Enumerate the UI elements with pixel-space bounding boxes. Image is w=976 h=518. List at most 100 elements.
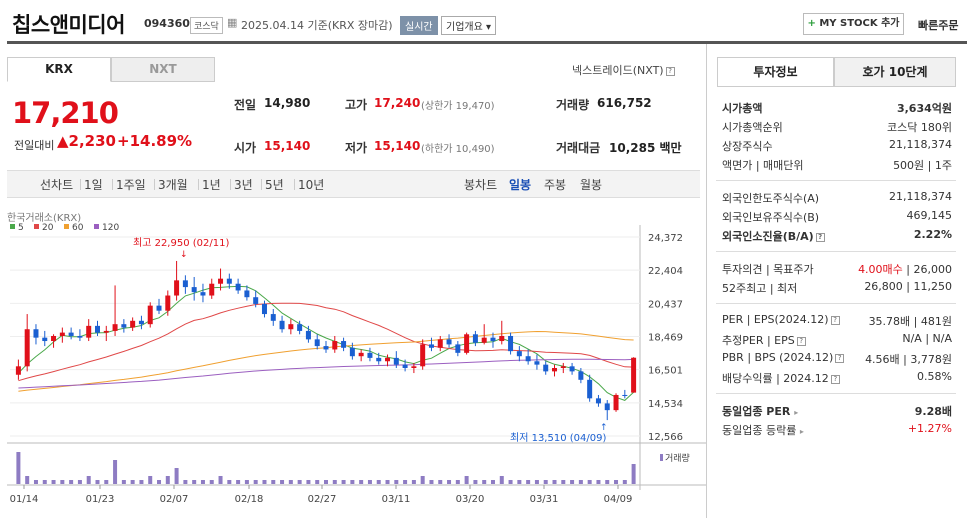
candle-body xyxy=(323,346,329,350)
candle-body xyxy=(385,357,391,362)
realtime-button[interactable]: 실시간 xyxy=(400,16,438,35)
foreign-ratio-label-wrap: 외국인소진율(B/A)? xyxy=(722,228,825,244)
y-tick-label: 16,501 xyxy=(648,366,683,377)
current-price: 17,210 xyxy=(12,96,119,130)
info-icon: ? xyxy=(665,67,675,76)
candle-body xyxy=(376,357,382,362)
x-tick-label: 03/20 xyxy=(456,494,485,505)
chart-tab-6[interactable]: 5년 xyxy=(265,178,284,192)
volume-bar xyxy=(614,480,619,484)
pbr-value: 4.56배 | 3,778원 xyxy=(865,353,952,366)
candle-body xyxy=(622,394,628,396)
chart-tab-4[interactable]: 1년 xyxy=(202,178,221,192)
candle-tab-1[interactable]: 일봉 xyxy=(509,178,532,192)
opinion-label: 투자의견 | 목표주가 xyxy=(722,263,814,276)
chart-tab-7[interactable]: 10년 xyxy=(298,178,325,192)
market-cap-label: 시가총액 xyxy=(722,102,763,115)
pbr-label-wrap: PBR | BPS (2024.12)? xyxy=(722,351,845,364)
candle-body xyxy=(51,335,57,342)
x-tick-label: 04/09 xyxy=(604,494,633,505)
tab-hoga[interactable]: 호가 10단계 xyxy=(834,57,956,87)
nextrade-label: 넥스트레이드(NXT) xyxy=(572,64,664,77)
plus-icon: + xyxy=(807,18,816,29)
y-tick-label: 24,372 xyxy=(648,233,683,244)
chart-tab-2[interactable]: 1주일 xyxy=(116,178,146,192)
chart-tab-3[interactable]: 3개월 xyxy=(158,178,188,192)
divider xyxy=(716,251,956,252)
volume-label: 거래량 xyxy=(556,98,590,112)
candle-tab-2[interactable]: 주봉 xyxy=(544,178,567,192)
candle-body xyxy=(209,283,215,296)
volume-bar xyxy=(227,480,232,484)
volume-bar xyxy=(42,480,47,484)
low-annotation: 최저 13,510 (04/09) xyxy=(510,432,606,444)
opinion-value: 4.00매수 xyxy=(858,263,903,276)
candle-body xyxy=(508,335,514,352)
chevron-down-icon: ▾ xyxy=(486,22,492,33)
ma-line-20 xyxy=(18,302,634,382)
shares-label: 상장주식수 xyxy=(722,140,773,153)
chart-source: 한국거래소(KRX) xyxy=(7,212,81,224)
chart-tab-1[interactable]: 1일 xyxy=(84,178,103,192)
row-foreign-ratio: 외국인소진율(B/A)? 2.22% xyxy=(722,226,952,245)
per-label-wrap: PER | EPS(2024.12)? xyxy=(722,313,840,326)
y-tick-label: 18,469 xyxy=(648,333,683,344)
prev-value: 14,980 xyxy=(264,96,311,110)
row-industry-rate[interactable]: 동일업종 등락률 ▸ +1.27% xyxy=(722,420,952,439)
volume-bar xyxy=(631,464,636,484)
candle-body xyxy=(288,324,294,330)
open-value: 15,140 xyxy=(264,139,311,153)
volume-bar xyxy=(464,476,469,484)
company-overview-button[interactable]: 기업개요 ▾ xyxy=(441,16,497,35)
candle-body xyxy=(341,341,347,348)
info-icon[interactable]: ? xyxy=(796,337,806,346)
chart-tab-5[interactable]: 3년 xyxy=(234,178,253,192)
x-tick-label: 01/23 xyxy=(86,494,115,505)
info-icon[interactable]: ? xyxy=(815,233,825,242)
candle-body xyxy=(481,337,487,343)
candle-tab-3[interactable]: 월봉 xyxy=(580,178,603,192)
tab-nxt[interactable]: NXT xyxy=(111,57,215,82)
legend-swatch xyxy=(34,224,39,229)
info-icon[interactable]: ? xyxy=(830,316,840,325)
prev-label: 전일 xyxy=(234,98,257,112)
tab-separator xyxy=(261,179,262,190)
quick-order-button[interactable]: 빠른주문 xyxy=(918,19,959,32)
volume-bar xyxy=(429,480,434,484)
info-icon[interactable]: ? xyxy=(830,375,840,384)
row-industry-per[interactable]: 동일업종 PER ▸ 9.28배 xyxy=(722,401,952,420)
volume-bar xyxy=(420,476,425,484)
row-dividend: 배당수익률 | 2024.12? 0.58% xyxy=(722,368,952,387)
stock-chart[interactable]: 한국거래소(KRX)5 20 60 120 24,372 22,404 20,437 18,4… xyxy=(0,200,706,518)
market-cap-value: 3,634억원 xyxy=(896,102,952,115)
row-pbr: PBR | BPS (2024.12)? 4.56배 | 3,778원 xyxy=(722,349,952,368)
mystock-label: MY STOCK 추가 xyxy=(819,18,900,29)
volume-bar xyxy=(218,476,223,484)
candle-body xyxy=(402,364,408,369)
legend-swatch xyxy=(64,224,69,229)
volume-bar xyxy=(60,480,65,484)
tab-krx[interactable]: KRX xyxy=(7,57,111,82)
nextrade-link[interactable]: 넥스트레이드(NXT)? xyxy=(572,62,675,78)
volume-legend: 거래량 xyxy=(665,452,690,464)
mystock-add-button[interactable]: + MY STOCK 추가 xyxy=(803,13,904,35)
volume-bar xyxy=(578,480,583,484)
volume-bar xyxy=(499,476,504,484)
info-icon[interactable]: ? xyxy=(835,354,845,363)
candle-body xyxy=(24,329,30,367)
chevron-right-icon: ▸ xyxy=(799,427,804,436)
x-tick-label: 02/27 xyxy=(308,494,337,505)
foreign-hold-value: 469,145 xyxy=(906,209,953,222)
volume-bar xyxy=(394,480,399,484)
volume-bar xyxy=(367,480,372,484)
row-opinion: 투자의견 | 목표주가 4.00매수 | 26,000 xyxy=(722,259,952,278)
candle-body xyxy=(367,352,373,358)
candle-body xyxy=(420,344,426,367)
candle-body xyxy=(244,290,250,298)
volume-bar xyxy=(25,476,30,484)
volume-bar xyxy=(262,480,267,484)
candle-body xyxy=(516,351,522,357)
lower-limit: (하한가 10,490) xyxy=(421,144,495,155)
low-value: 15,140 xyxy=(374,139,421,153)
tab-invest-info[interactable]: 투자정보 xyxy=(717,57,834,87)
